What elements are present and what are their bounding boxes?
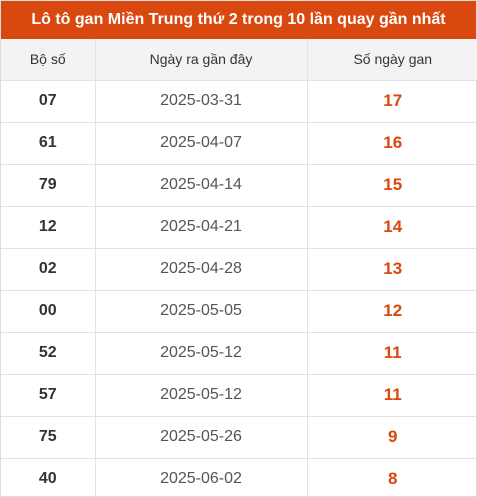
column-header-days: Số ngày gan <box>306 39 477 81</box>
cell-date: 2025-04-28 <box>94 247 307 290</box>
table-row: 12 2025-04-21 14 <box>1 205 477 248</box>
cell-days: 11 <box>306 373 477 416</box>
table-row: 40 2025-06-02 8 <box>1 457 477 497</box>
column-header-number: Bộ số <box>1 39 95 81</box>
cell-date: 2025-03-31 <box>94 80 307 122</box>
cell-days: 13 <box>306 247 477 290</box>
table-row: 52 2025-05-12 11 <box>1 331 477 374</box>
table-row: 00 2025-05-05 12 <box>1 289 477 332</box>
table-row: 61 2025-04-07 16 <box>1 121 477 164</box>
cell-days: 12 <box>306 289 477 332</box>
column-header-date: Ngày ra gần đây <box>94 39 307 81</box>
cell-date: 2025-05-05 <box>94 289 307 332</box>
cell-days: 9 <box>306 415 477 458</box>
cell-date: 2025-05-26 <box>94 415 307 458</box>
cell-number: 57 <box>1 373 95 416</box>
cell-number: 02 <box>1 247 95 290</box>
cell-number: 00 <box>1 289 95 332</box>
cell-days: 16 <box>306 121 477 164</box>
table-row: 75 2025-05-26 9 <box>1 415 477 458</box>
cell-number: 40 <box>1 457 95 497</box>
cell-date: 2025-06-02 <box>94 457 307 497</box>
table-row: 79 2025-04-14 15 <box>1 163 477 206</box>
cell-date: 2025-05-12 <box>94 331 307 374</box>
cell-number: 79 <box>1 163 95 206</box>
cell-days: 14 <box>306 205 477 248</box>
cell-days: 15 <box>306 163 477 206</box>
cell-days: 8 <box>306 457 477 497</box>
cell-number: 75 <box>1 415 95 458</box>
table-header-row: Bộ số Ngày ra gần đây Số ngày gan <box>1 39 477 81</box>
cell-number: 12 <box>1 205 95 248</box>
cell-date: 2025-04-07 <box>94 121 307 164</box>
cell-number: 52 <box>1 331 95 374</box>
cell-date: 2025-04-21 <box>94 205 307 248</box>
cell-date: 2025-05-12 <box>94 373 307 416</box>
cell-days: 17 <box>306 80 477 122</box>
lo-gan-table: Bộ số Ngày ra gần đây Số ngày gan 07 202… <box>1 39 477 497</box>
table-row: 07 2025-03-31 17 <box>1 80 477 122</box>
panel-title: Lô tô gan Miền Trung thứ 2 trong 10 lần … <box>1 1 476 39</box>
table-row: 02 2025-04-28 13 <box>1 247 477 290</box>
cell-number: 07 <box>38 92 57 109</box>
table-row: 57 2025-05-12 11 <box>1 373 477 416</box>
cell-days: 11 <box>306 331 477 374</box>
cell-number: 61 <box>1 121 95 164</box>
cell-date: 2025-04-14 <box>94 163 307 206</box>
